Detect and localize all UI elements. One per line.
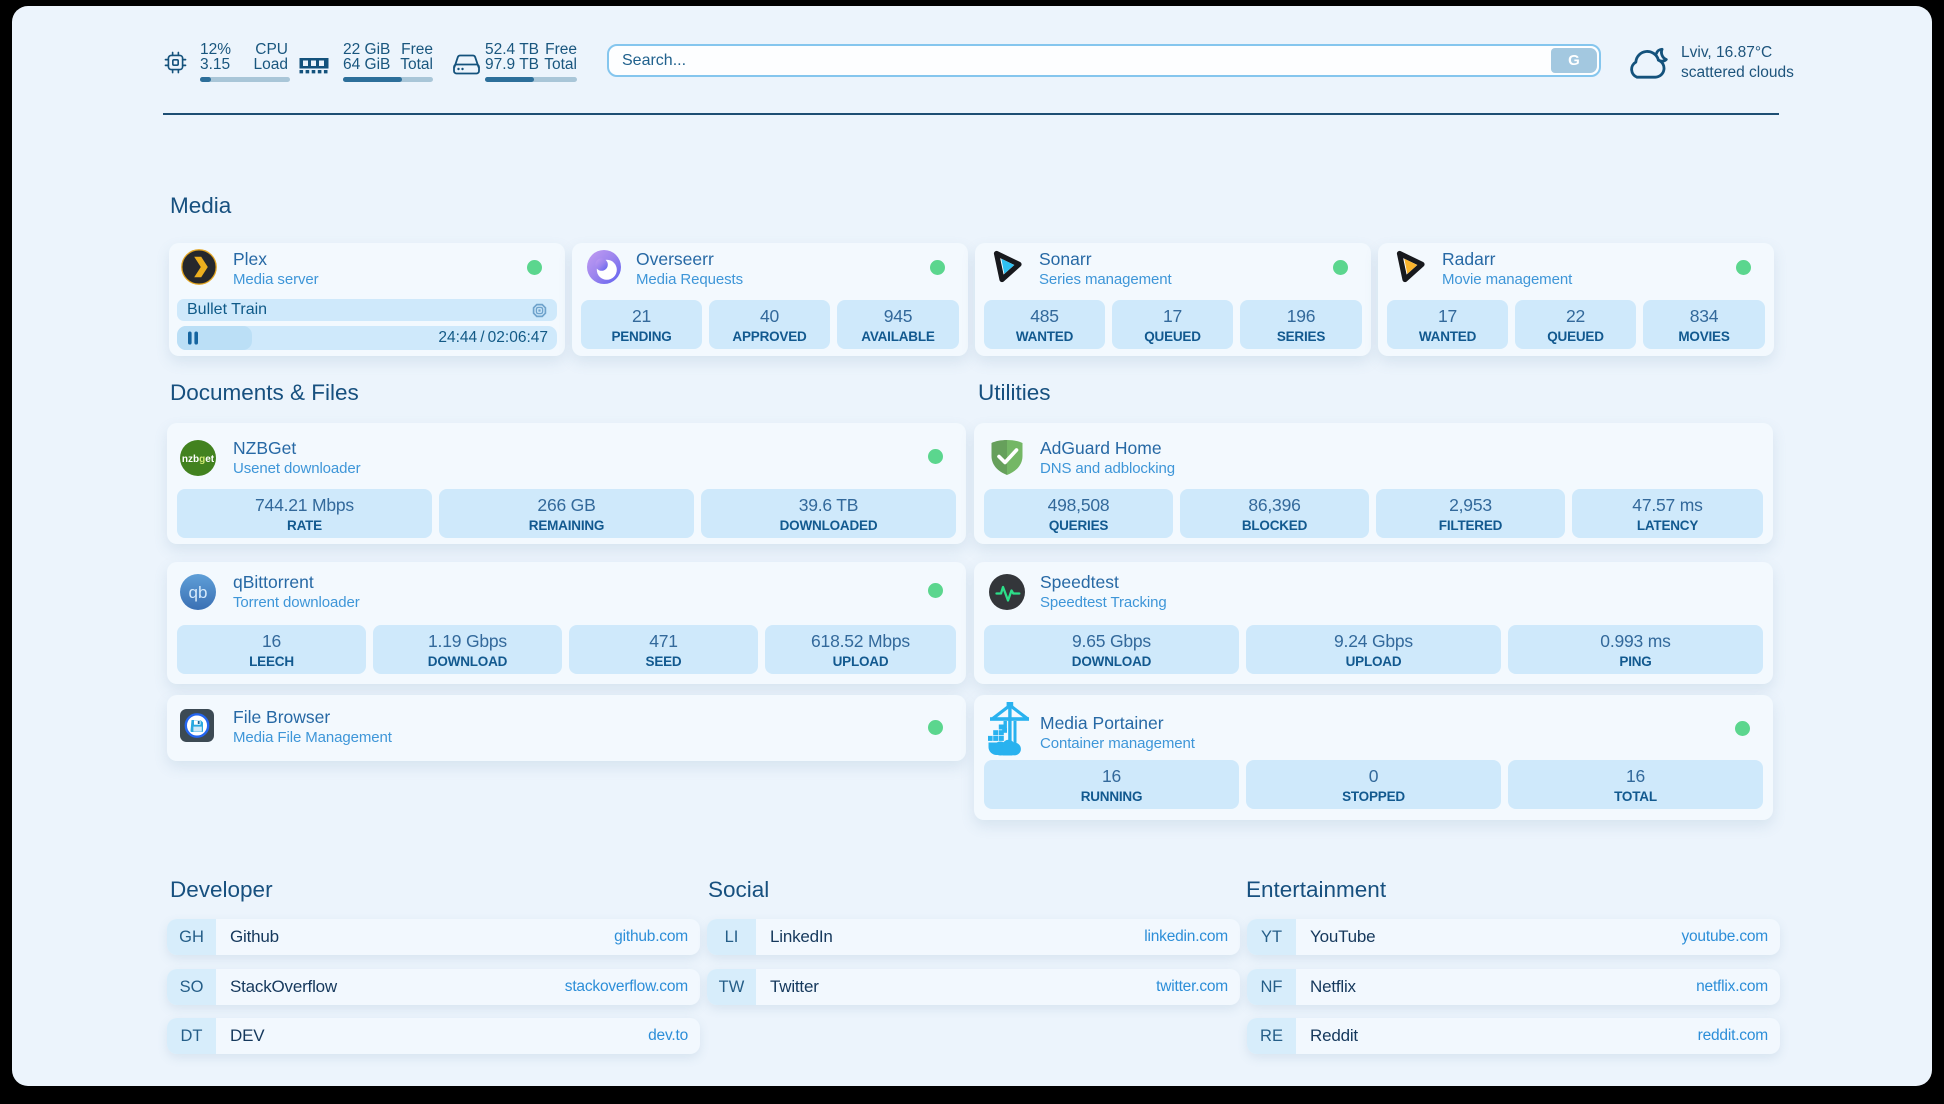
- svg-text:qb: qb: [189, 583, 208, 602]
- svg-text:nzbget: nzbget: [182, 454, 215, 465]
